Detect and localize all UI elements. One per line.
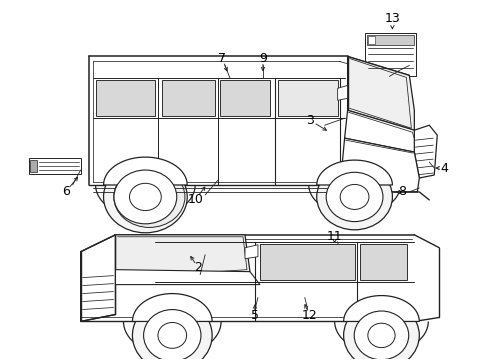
Text: 2: 2	[194, 261, 202, 274]
Text: 8: 8	[398, 185, 406, 198]
Polygon shape	[344, 110, 421, 152]
Ellipse shape	[132, 300, 212, 360]
Text: 6: 6	[61, 185, 69, 198]
Polygon shape	[132, 294, 212, 321]
Polygon shape	[347, 57, 413, 130]
Bar	[367, 36, 375, 44]
Ellipse shape	[343, 302, 419, 360]
Polygon shape	[115, 270, 260, 285]
Text: 11: 11	[326, 230, 342, 243]
FancyBboxPatch shape	[29, 158, 81, 174]
Text: 10: 10	[187, 193, 203, 206]
Polygon shape	[260, 244, 354, 280]
Text: 3: 3	[305, 114, 313, 127]
Text: 5: 5	[250, 309, 259, 322]
Text: 13: 13	[384, 12, 400, 25]
Bar	[30, 160, 37, 172]
Polygon shape	[337, 85, 347, 100]
Polygon shape	[413, 125, 436, 178]
Ellipse shape	[325, 172, 382, 222]
Text: 9: 9	[259, 52, 266, 65]
Polygon shape	[95, 80, 155, 116]
FancyBboxPatch shape	[364, 32, 415, 76]
Ellipse shape	[353, 311, 408, 360]
Ellipse shape	[114, 166, 184, 228]
Polygon shape	[162, 80, 215, 116]
Ellipse shape	[340, 184, 368, 210]
Bar	[366, 35, 413, 45]
Ellipse shape	[316, 164, 392, 230]
Text: 4: 4	[439, 162, 447, 175]
Polygon shape	[115, 235, 249, 278]
Ellipse shape	[103, 161, 187, 233]
Polygon shape	[359, 244, 407, 280]
Polygon shape	[220, 80, 269, 116]
Polygon shape	[81, 235, 115, 321]
Polygon shape	[316, 160, 392, 185]
Text: 12: 12	[301, 309, 317, 322]
Ellipse shape	[158, 323, 186, 348]
Polygon shape	[277, 80, 337, 116]
Polygon shape	[343, 296, 419, 321]
Polygon shape	[244, 245, 258, 259]
Text: 7: 7	[218, 52, 225, 65]
Ellipse shape	[367, 323, 394, 348]
Polygon shape	[339, 138, 419, 192]
Ellipse shape	[114, 170, 176, 224]
Ellipse shape	[129, 183, 161, 211]
Ellipse shape	[143, 310, 201, 360]
Polygon shape	[103, 157, 187, 185]
